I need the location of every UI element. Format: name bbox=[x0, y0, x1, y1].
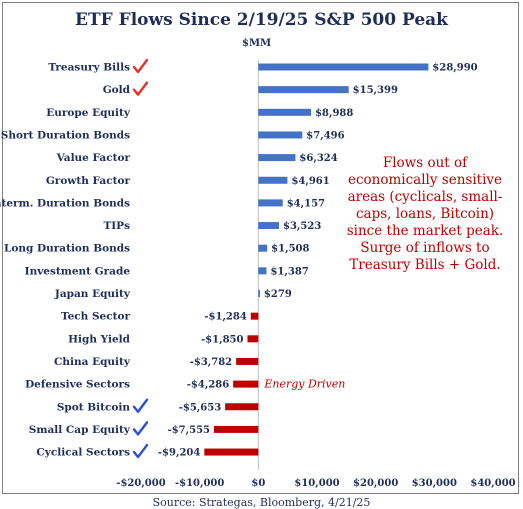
data-label: $15,399 bbox=[353, 85, 398, 96]
bar bbox=[236, 357, 259, 365]
x-tick-label: -$20,000 bbox=[116, 478, 165, 489]
data-label: $4,157 bbox=[287, 198, 325, 209]
checkmark-icon bbox=[132, 398, 149, 413]
category-label: Tech Sector bbox=[61, 311, 130, 323]
data-label: -$1,850 bbox=[201, 334, 243, 345]
category-label: Treasury Bills bbox=[48, 62, 130, 74]
x-tick-label: $40,000 bbox=[470, 478, 515, 489]
data-label: -$3,782 bbox=[190, 357, 232, 368]
data-label: -$1,284 bbox=[204, 312, 246, 323]
annotation-line: Flows out of bbox=[382, 155, 468, 171]
data-label: -$4,286 bbox=[187, 380, 229, 391]
data-label: -$5,653 bbox=[179, 402, 221, 413]
bar bbox=[258, 154, 296, 162]
data-label: -$9,204 bbox=[158, 448, 200, 459]
category-label: Short Duration Bonds bbox=[1, 129, 130, 141]
category-label: Europe Equity bbox=[46, 107, 131, 119]
bar bbox=[258, 199, 283, 207]
x-tick-label: $30,000 bbox=[412, 478, 457, 489]
checkmark-icon bbox=[132, 421, 149, 436]
bar bbox=[204, 448, 259, 456]
bar bbox=[214, 425, 259, 433]
category-label: TIPs bbox=[103, 220, 130, 232]
checkmark-icon bbox=[132, 81, 149, 96]
bar bbox=[258, 131, 303, 139]
bar bbox=[258, 63, 429, 71]
bar bbox=[250, 312, 259, 320]
energy-driven-note: Energy Driven bbox=[263, 378, 345, 391]
category-label: High Yield bbox=[68, 333, 131, 345]
data-label: $4,961 bbox=[291, 176, 329, 187]
bar bbox=[225, 403, 259, 411]
annotation-line: caps, loans, Bitcoin) bbox=[355, 206, 495, 222]
checkmark-icon bbox=[132, 443, 149, 459]
category-label: Spot Bitcoin bbox=[57, 401, 131, 413]
x-tick-label: $0 bbox=[251, 478, 265, 489]
bar bbox=[247, 335, 259, 343]
category-label: Long Duration Bonds bbox=[4, 243, 130, 255]
annotation-line: economically sensitive bbox=[348, 172, 502, 188]
data-label: $3,523 bbox=[283, 221, 321, 232]
chart-title: ETF Flows Since 2/19/25 S&P 500 Peak bbox=[75, 10, 448, 30]
category-label: Japan Equity bbox=[54, 288, 131, 300]
x-tick-label: $10,000 bbox=[294, 478, 339, 489]
category-label: Defensive Sectors bbox=[25, 379, 130, 391]
bar bbox=[258, 86, 349, 94]
bar bbox=[258, 222, 280, 230]
data-label: $1,508 bbox=[271, 244, 309, 255]
category-label: Growth Factor bbox=[46, 175, 131, 187]
annotation-line: since the market peak. bbox=[346, 223, 504, 239]
unit-label: $MM bbox=[242, 38, 272, 49]
data-label: $8,988 bbox=[315, 108, 353, 119]
data-label: $1,387 bbox=[270, 266, 308, 277]
x-tick-label: -$10,000 bbox=[175, 478, 224, 489]
category-label: Interm. Duration Bonds bbox=[0, 197, 130, 209]
bar bbox=[258, 244, 268, 252]
data-label: -$7,555 bbox=[168, 425, 210, 436]
annotation-line: areas (cyclicals, small- bbox=[347, 189, 503, 205]
category-label: Cyclical Sectors bbox=[36, 447, 130, 459]
data-label: $28,990 bbox=[432, 63, 477, 74]
bar bbox=[258, 176, 288, 184]
category-label: Value Factor bbox=[56, 152, 131, 164]
category-label: China Equity bbox=[54, 356, 131, 368]
category-label: Small Cap Equity bbox=[29, 424, 131, 436]
data-label: $6,324 bbox=[299, 153, 337, 164]
bar bbox=[258, 290, 260, 297]
source-note: Source: Strategas, Bloomberg, 4/21/25 bbox=[152, 496, 371, 509]
x-tick-label: $20,000 bbox=[353, 478, 398, 489]
bar bbox=[258, 267, 267, 275]
annotation-text: Flows out of economically sensitive area… bbox=[340, 155, 510, 274]
data-label: $279 bbox=[264, 289, 292, 300]
data-label: $7,496 bbox=[306, 130, 344, 141]
bar bbox=[258, 108, 312, 116]
annotation-line: Surge of inflows to bbox=[360, 240, 490, 256]
category-label: Gold bbox=[103, 84, 131, 96]
category-label: Investment Grade bbox=[25, 265, 131, 277]
annotation-line: Treasury Bills + Gold. bbox=[349, 257, 501, 273]
bar bbox=[233, 380, 259, 388]
checkmark-icon bbox=[132, 58, 149, 74]
